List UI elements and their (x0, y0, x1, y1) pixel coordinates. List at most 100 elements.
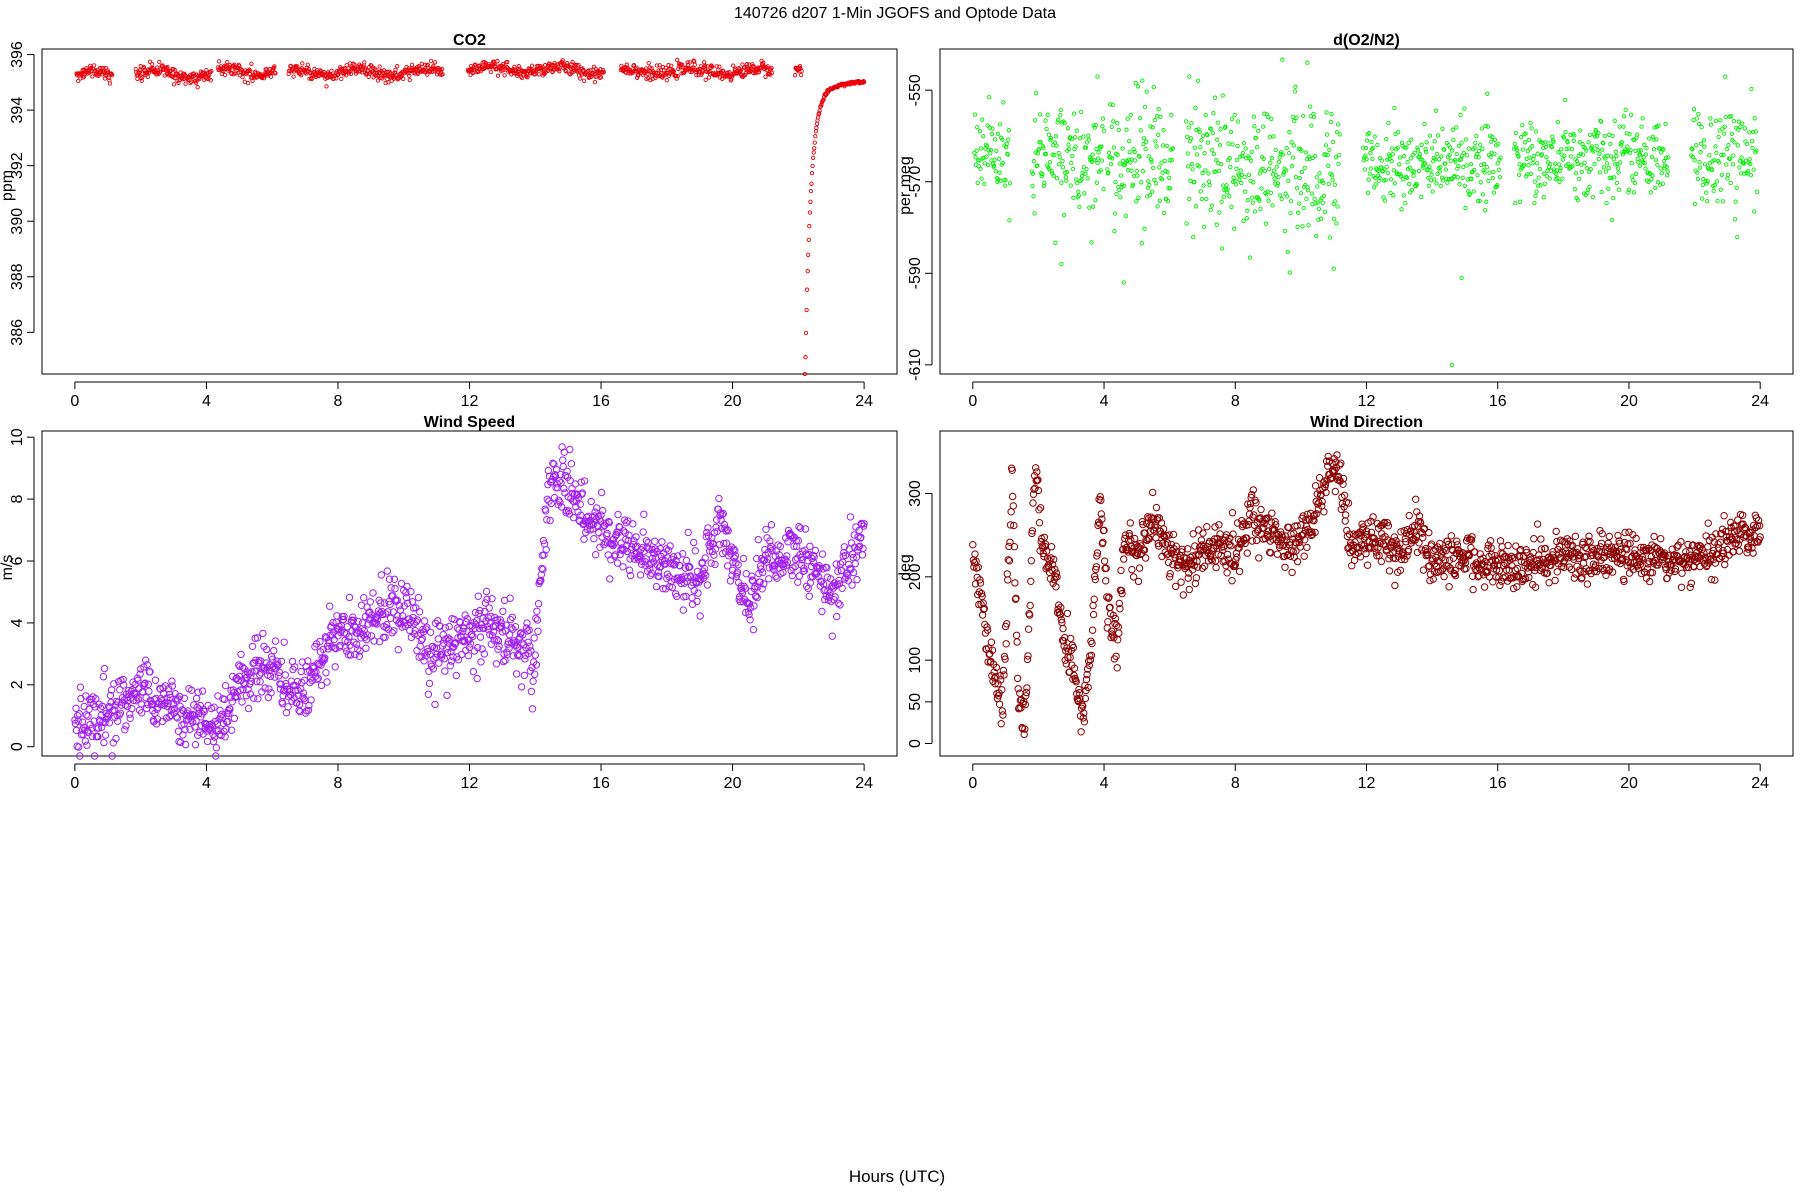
o2n2-point (1228, 129, 1234, 135)
o2n2-point (1419, 194, 1424, 199)
o2n2-point (1711, 188, 1716, 193)
wdir-point (1016, 689, 1024, 697)
co2-point (222, 72, 228, 78)
co2-point (505, 59, 510, 65)
co2-point (339, 76, 344, 82)
o2n2-point (1577, 140, 1582, 145)
o2n2-point (1287, 270, 1293, 275)
o2n2-point (1277, 193, 1283, 198)
o2n2-point (1093, 198, 1098, 203)
wdir-point (1063, 609, 1072, 618)
wspd-point (595, 529, 603, 537)
wspd-point (222, 725, 230, 733)
co2-point (581, 78, 587, 83)
o2n2-point (1304, 156, 1310, 162)
o2n2-point (1297, 201, 1302, 206)
wdir-point (1026, 601, 1034, 610)
co2-point (295, 64, 300, 69)
co2-point (80, 75, 86, 80)
o2n2-point (1422, 161, 1428, 166)
o2n2-point (1154, 144, 1159, 149)
wspd-point (774, 541, 782, 549)
o2n2-point (1386, 120, 1391, 126)
wspd-point (92, 695, 100, 703)
o2n2-point (1427, 164, 1432, 169)
o2n2-x-tick-label: 24 (1751, 393, 1769, 410)
o2n2-point (1279, 196, 1284, 202)
o2n2-point (1077, 136, 1083, 141)
co2-point (560, 58, 565, 63)
o2n2-point (1082, 191, 1087, 196)
o2n2-point (1301, 205, 1306, 211)
o2n2-point (1133, 81, 1138, 86)
o2n2-point (1736, 119, 1742, 124)
o2n2-point (1032, 211, 1037, 216)
wspd-point (212, 744, 221, 752)
o2n2-point (1636, 148, 1641, 153)
wspd-point (846, 513, 855, 521)
o2n2-point (1306, 223, 1311, 228)
o2n2-point (1391, 168, 1396, 173)
o2n2-point (1078, 109, 1084, 115)
o2n2-point (1611, 157, 1616, 162)
o2n2-point (1063, 175, 1068, 180)
co2-point (106, 75, 112, 80)
co2-y-tick-label: 396 (9, 41, 26, 68)
o2n2-point (1235, 119, 1241, 124)
o2n2-point (1564, 146, 1569, 152)
o2n2-point (1296, 210, 1301, 215)
wspd-point (639, 528, 647, 536)
o2n2-point (1315, 200, 1320, 205)
o2n2-point (1331, 266, 1336, 271)
o2n2-point (1462, 183, 1468, 188)
wdir-x-tick-label: 12 (1358, 775, 1376, 792)
co2-point (481, 66, 486, 72)
co2-y-tick-label: 388 (9, 263, 26, 290)
co2-point (648, 77, 653, 83)
wspd-point (77, 694, 85, 703)
o2n2-point (1246, 172, 1252, 177)
wspd-point (189, 718, 197, 726)
wspd-point (90, 752, 99, 760)
co2-point (82, 72, 87, 77)
o2n2-point (1385, 157, 1390, 162)
o2n2-point (1146, 179, 1151, 184)
o2n2-point (1532, 200, 1537, 206)
o2n2-point (1214, 222, 1219, 227)
o2n2-point (1076, 193, 1082, 198)
wdir-point (1235, 567, 1244, 576)
co2-point (208, 78, 213, 83)
o2n2-point (1291, 155, 1296, 160)
o2n2-point (1651, 137, 1656, 142)
o2n2-point (1712, 183, 1717, 188)
o2n2-point (1457, 182, 1462, 187)
o2n2-point (1324, 110, 1329, 115)
co2-point (427, 69, 433, 75)
o2n2-point (1659, 150, 1664, 155)
o2n2-point (1071, 111, 1077, 116)
co2-plot-frame (41, 48, 898, 375)
o2n2-point (1534, 161, 1540, 166)
o2n2-point (1241, 140, 1247, 146)
o2n2-point (1071, 195, 1076, 200)
o2n2-point (1533, 193, 1538, 199)
wspd-point (426, 628, 435, 636)
o2n2-point (1193, 204, 1199, 209)
o2n2-point (986, 147, 991, 153)
o2n2-point (1003, 177, 1008, 183)
o2n2-point (1146, 154, 1152, 159)
o2n2-point (1364, 157, 1369, 162)
o2n2-point (1000, 160, 1006, 166)
o2n2-point (1191, 234, 1196, 240)
o2n2-point (1724, 147, 1729, 152)
o2n2-point (1733, 199, 1738, 204)
o2n2-point (1193, 105, 1198, 110)
wdir-point (971, 550, 979, 558)
o2n2-point (1732, 217, 1738, 222)
co2-point (299, 73, 304, 78)
wspd-point (211, 717, 219, 726)
o2n2-point (1321, 193, 1327, 199)
o2n2-point (978, 166, 983, 171)
o2n2-point (1718, 187, 1723, 192)
o2n2-point (1317, 179, 1323, 184)
